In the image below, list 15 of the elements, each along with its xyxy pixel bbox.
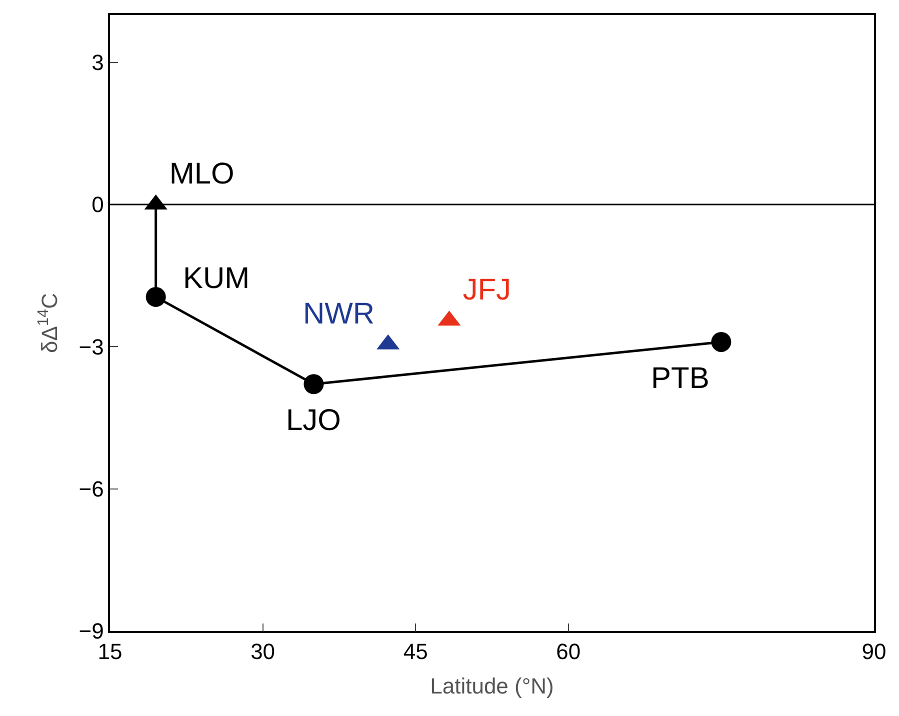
x-tick-label: 45 <box>403 639 428 664</box>
series-label: MLO <box>169 158 234 191</box>
annotation: KUM <box>183 262 250 295</box>
x-tick-label: 30 <box>250 639 276 664</box>
y-tick-label: 3 <box>92 50 104 76</box>
series-label: JFJ <box>462 274 512 307</box>
annotation: PTB <box>651 362 710 395</box>
x-tick-label: 60 <box>556 639 581 664</box>
x-axis-title: Latitude (°N) <box>430 674 554 699</box>
x-tick-label: 90 <box>862 639 886 664</box>
series-label: NWR <box>302 297 375 330</box>
annotation: LJO <box>286 404 342 437</box>
y-tick-label: −6 <box>78 476 104 502</box>
y-tick-label: 0 <box>92 192 104 218</box>
y-tick-label: −3 <box>78 334 104 360</box>
